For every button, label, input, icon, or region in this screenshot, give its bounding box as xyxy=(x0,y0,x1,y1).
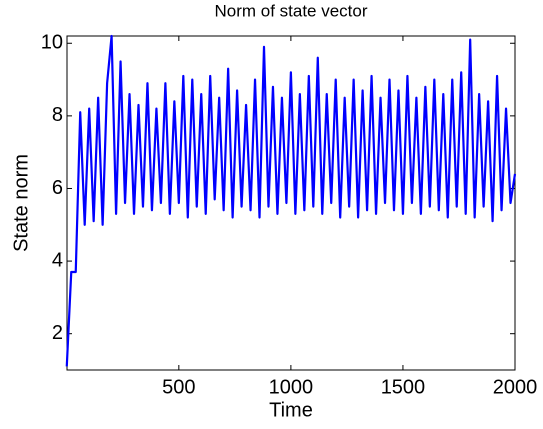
y-tick-label: 6 xyxy=(52,177,63,199)
x-axis-label: Time xyxy=(269,399,313,421)
data-line xyxy=(65,34,517,367)
x-tick-label: 1500 xyxy=(381,376,426,398)
x-tick-label: 2000 xyxy=(493,376,538,398)
y-tick-label: 2 xyxy=(52,322,63,344)
y-tick-label: 8 xyxy=(52,104,63,126)
y-axis-label: State norm xyxy=(10,154,32,252)
x-tick-label: 1000 xyxy=(269,376,314,398)
x-tick-label: 500 xyxy=(162,376,195,398)
y-tick-label: 4 xyxy=(52,249,63,271)
y-tick-label: 10 xyxy=(41,32,63,54)
chart-title: Norm of state vector xyxy=(214,1,367,20)
